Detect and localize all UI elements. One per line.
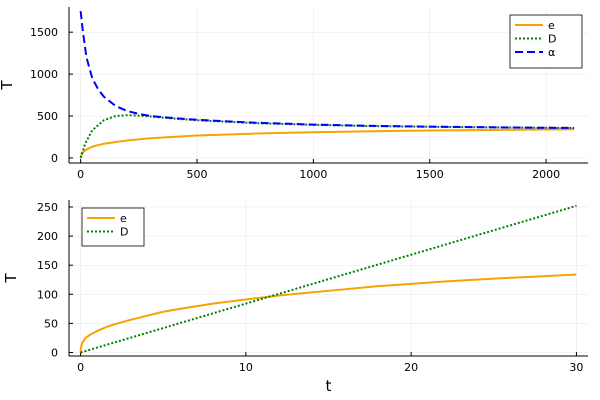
x-tick-label: 2000 — [532, 168, 560, 181]
legend-label: D — [120, 226, 128, 239]
bottom-panel: 0 10 20 30 0 50 100 150 200 250 Tt eD — [2, 200, 588, 395]
y-tick-label: 50 — [44, 317, 58, 330]
x-tick-label: 20 — [404, 361, 418, 374]
x-tick-label: 10 — [239, 361, 253, 374]
legend-box — [509, 14, 583, 69]
series-line — [79, 128, 575, 159]
series-line — [79, 273, 577, 353]
legend-label: D — [548, 33, 556, 46]
x-tick-label: 0 — [77, 361, 84, 374]
legend-label: α — [548, 46, 555, 59]
y-axis-label: T — [2, 273, 20, 284]
y-tick-label: 0 — [51, 152, 58, 165]
y-axis-label: T — [0, 80, 16, 91]
y-tick-label: 1000 — [30, 68, 58, 81]
x-tick-label: 30 — [569, 361, 583, 374]
x-axis-label: t — [326, 377, 332, 395]
series-line — [79, 114, 575, 159]
y-tick-label: 100 — [37, 288, 58, 301]
legend-label: e — [120, 212, 127, 225]
x-tick-label: 1500 — [416, 168, 444, 181]
y-tick-label: 0 — [51, 347, 58, 360]
x-tick-label: 0 — [77, 168, 84, 181]
x-tick-label: 1000 — [299, 168, 327, 181]
y-tick-label: 1500 — [30, 26, 58, 39]
legend-box — [81, 207, 145, 247]
top-panel: 0 500 1000 1500 2000 0 500 1000 1500 TeDα — [0, 7, 588, 181]
x-tick-label: 500 — [187, 168, 208, 181]
y-tick-label: 150 — [37, 259, 58, 272]
y-tick-label: 200 — [37, 230, 58, 243]
y-tick-label: 250 — [37, 201, 58, 214]
legend-label: e — [548, 19, 555, 32]
series-line — [79, 11, 575, 129]
y-tick-label: 500 — [37, 110, 58, 123]
